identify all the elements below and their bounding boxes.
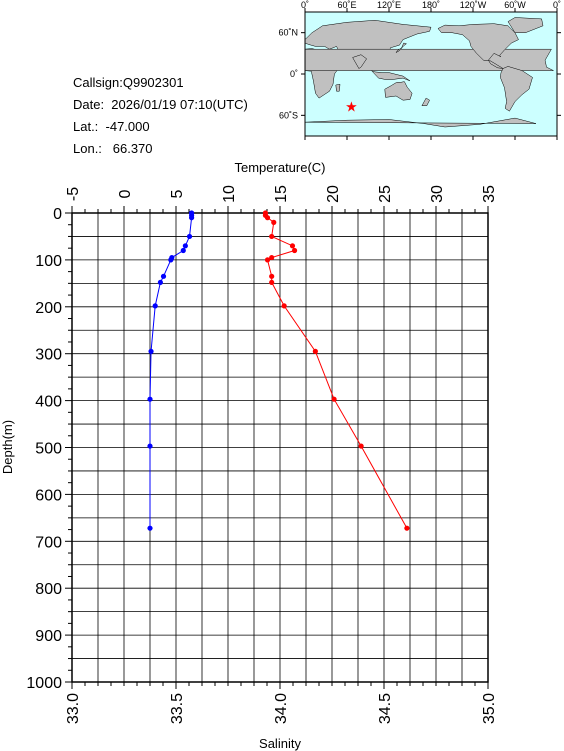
map-lat-label: 60˚N (278, 28, 298, 38)
land-japan (395, 42, 408, 53)
salinity-point (291, 247, 298, 254)
map-lat-label: 0˚ (290, 69, 298, 79)
temperature-axis-title: Temperature(C) (234, 160, 325, 175)
map-land (304, 17, 554, 136)
temperature-point (160, 273, 167, 279)
depth-tick-label: 800 (35, 581, 62, 598)
float-info-panel: Callsign:Q9902301 Date: 2026/01/19 07:10… (73, 72, 248, 160)
salinity-tick-label: 34.0 (273, 693, 290, 724)
depth-axis-title: Depth(m) (0, 420, 15, 474)
salinity-tick-label: 35.0 (481, 693, 498, 724)
depth-tick-label: 1000 (26, 675, 62, 692)
map-lat-label: 60˚S (279, 110, 298, 120)
latitude-text: Lat.: -47.000 (73, 119, 150, 134)
map-frame (304, 11, 558, 137)
temperature-point (186, 233, 193, 240)
depth-tick-label: 600 (35, 487, 62, 504)
salinity-point (281, 303, 287, 309)
chart-grid (71, 212, 489, 683)
land-greenland (507, 17, 544, 33)
salinity-point (264, 215, 271, 221)
map-lon-label: 60˚W (504, 0, 526, 10)
map-lon-label: 0˚ (553, 0, 561, 10)
salinity-point (358, 443, 364, 449)
temperature-tick-label: 5 (169, 189, 186, 198)
plot-frame (71, 212, 489, 683)
depth-tick-label: 300 (35, 347, 62, 364)
profile-series (147, 210, 410, 531)
map-lon-label: 60˚E (337, 0, 356, 10)
longitude-text: Lon.: 66.370 (73, 141, 153, 156)
salinity-point (264, 257, 271, 263)
salinity-point (312, 348, 318, 354)
salinity-tick-label: 34.5 (377, 693, 394, 724)
temperature-tick-label: 10 (221, 185, 238, 203)
temperature-point (182, 243, 188, 249)
depth-tick-label: 100 (35, 253, 62, 270)
land-indonesia (371, 70, 411, 82)
temperature-point (180, 247, 186, 254)
temperature-tick-label: 15 (273, 185, 290, 203)
salinity-tick-label: 33.5 (169, 693, 186, 724)
temperature-point (147, 443, 153, 449)
temperature-point (168, 257, 174, 263)
temperature-tick-label: 35 (481, 185, 498, 203)
salinity-point (269, 279, 275, 286)
temperature-point (148, 348, 154, 354)
map-lon-label: 180˚ (422, 0, 440, 10)
salinity-axis-title: Salinity (259, 736, 301, 751)
salinity-point (269, 273, 275, 279)
temperature-tick-label: 20 (325, 185, 342, 203)
temperature-axis: -5 0 5 10 15 20 25 30 35 (65, 185, 498, 203)
temperature-tick-label: 0 (117, 189, 134, 198)
land-namerica (437, 23, 519, 69)
depth-tick-label: 500 (35, 441, 62, 458)
temperature-series (147, 210, 195, 531)
depth-tick-label: 0 (53, 206, 62, 223)
callsign-text: Callsign:Q9902301 (73, 75, 184, 90)
salinity-point (269, 233, 275, 240)
salinity-point (271, 219, 277, 225)
land-india (352, 54, 367, 69)
land-samerica (500, 66, 533, 112)
land-madagascar (335, 83, 341, 92)
date-text: Date: 2026/01/19 07:10(UTC) (73, 97, 248, 112)
temperature-tick-label: -5 (65, 187, 82, 201)
map-lon-label: 120˚W (460, 0, 487, 10)
depth-tick-label: 700 (35, 534, 62, 551)
temperature-point (189, 215, 195, 221)
land-australia (384, 81, 413, 101)
depth-tick-label: 400 (35, 394, 62, 411)
depth-axis: 0 100 200 300 400 500 600 700 800 900 1000 (26, 206, 62, 692)
temperature-point (152, 303, 158, 309)
salinity-point (404, 525, 410, 531)
salinity-point (331, 396, 337, 402)
salinity-series (262, 210, 410, 531)
land-newzealand (421, 97, 430, 106)
temperature-tick-label: 25 (377, 185, 394, 203)
salinity-point (269, 254, 275, 261)
temperature-tick-label: 30 (429, 185, 446, 203)
temperature-point (157, 279, 163, 286)
depth-tick-label: 200 (35, 300, 62, 317)
map-lon-label: 120˚E (377, 0, 401, 10)
map-graticule (301, 8, 561, 140)
float-location-marker: ★ (345, 98, 358, 114)
map-lon-label: 0˚ (301, 0, 309, 10)
depth-tick-label: 900 (35, 628, 62, 645)
salinity-tick-label: 33.0 (65, 693, 82, 724)
salinity-axis: 33.0 33.5 34.0 34.5 35.0 (65, 693, 498, 724)
temperature-point (147, 525, 153, 531)
temperature-point (147, 396, 153, 402)
salinity-point (289, 243, 296, 249)
